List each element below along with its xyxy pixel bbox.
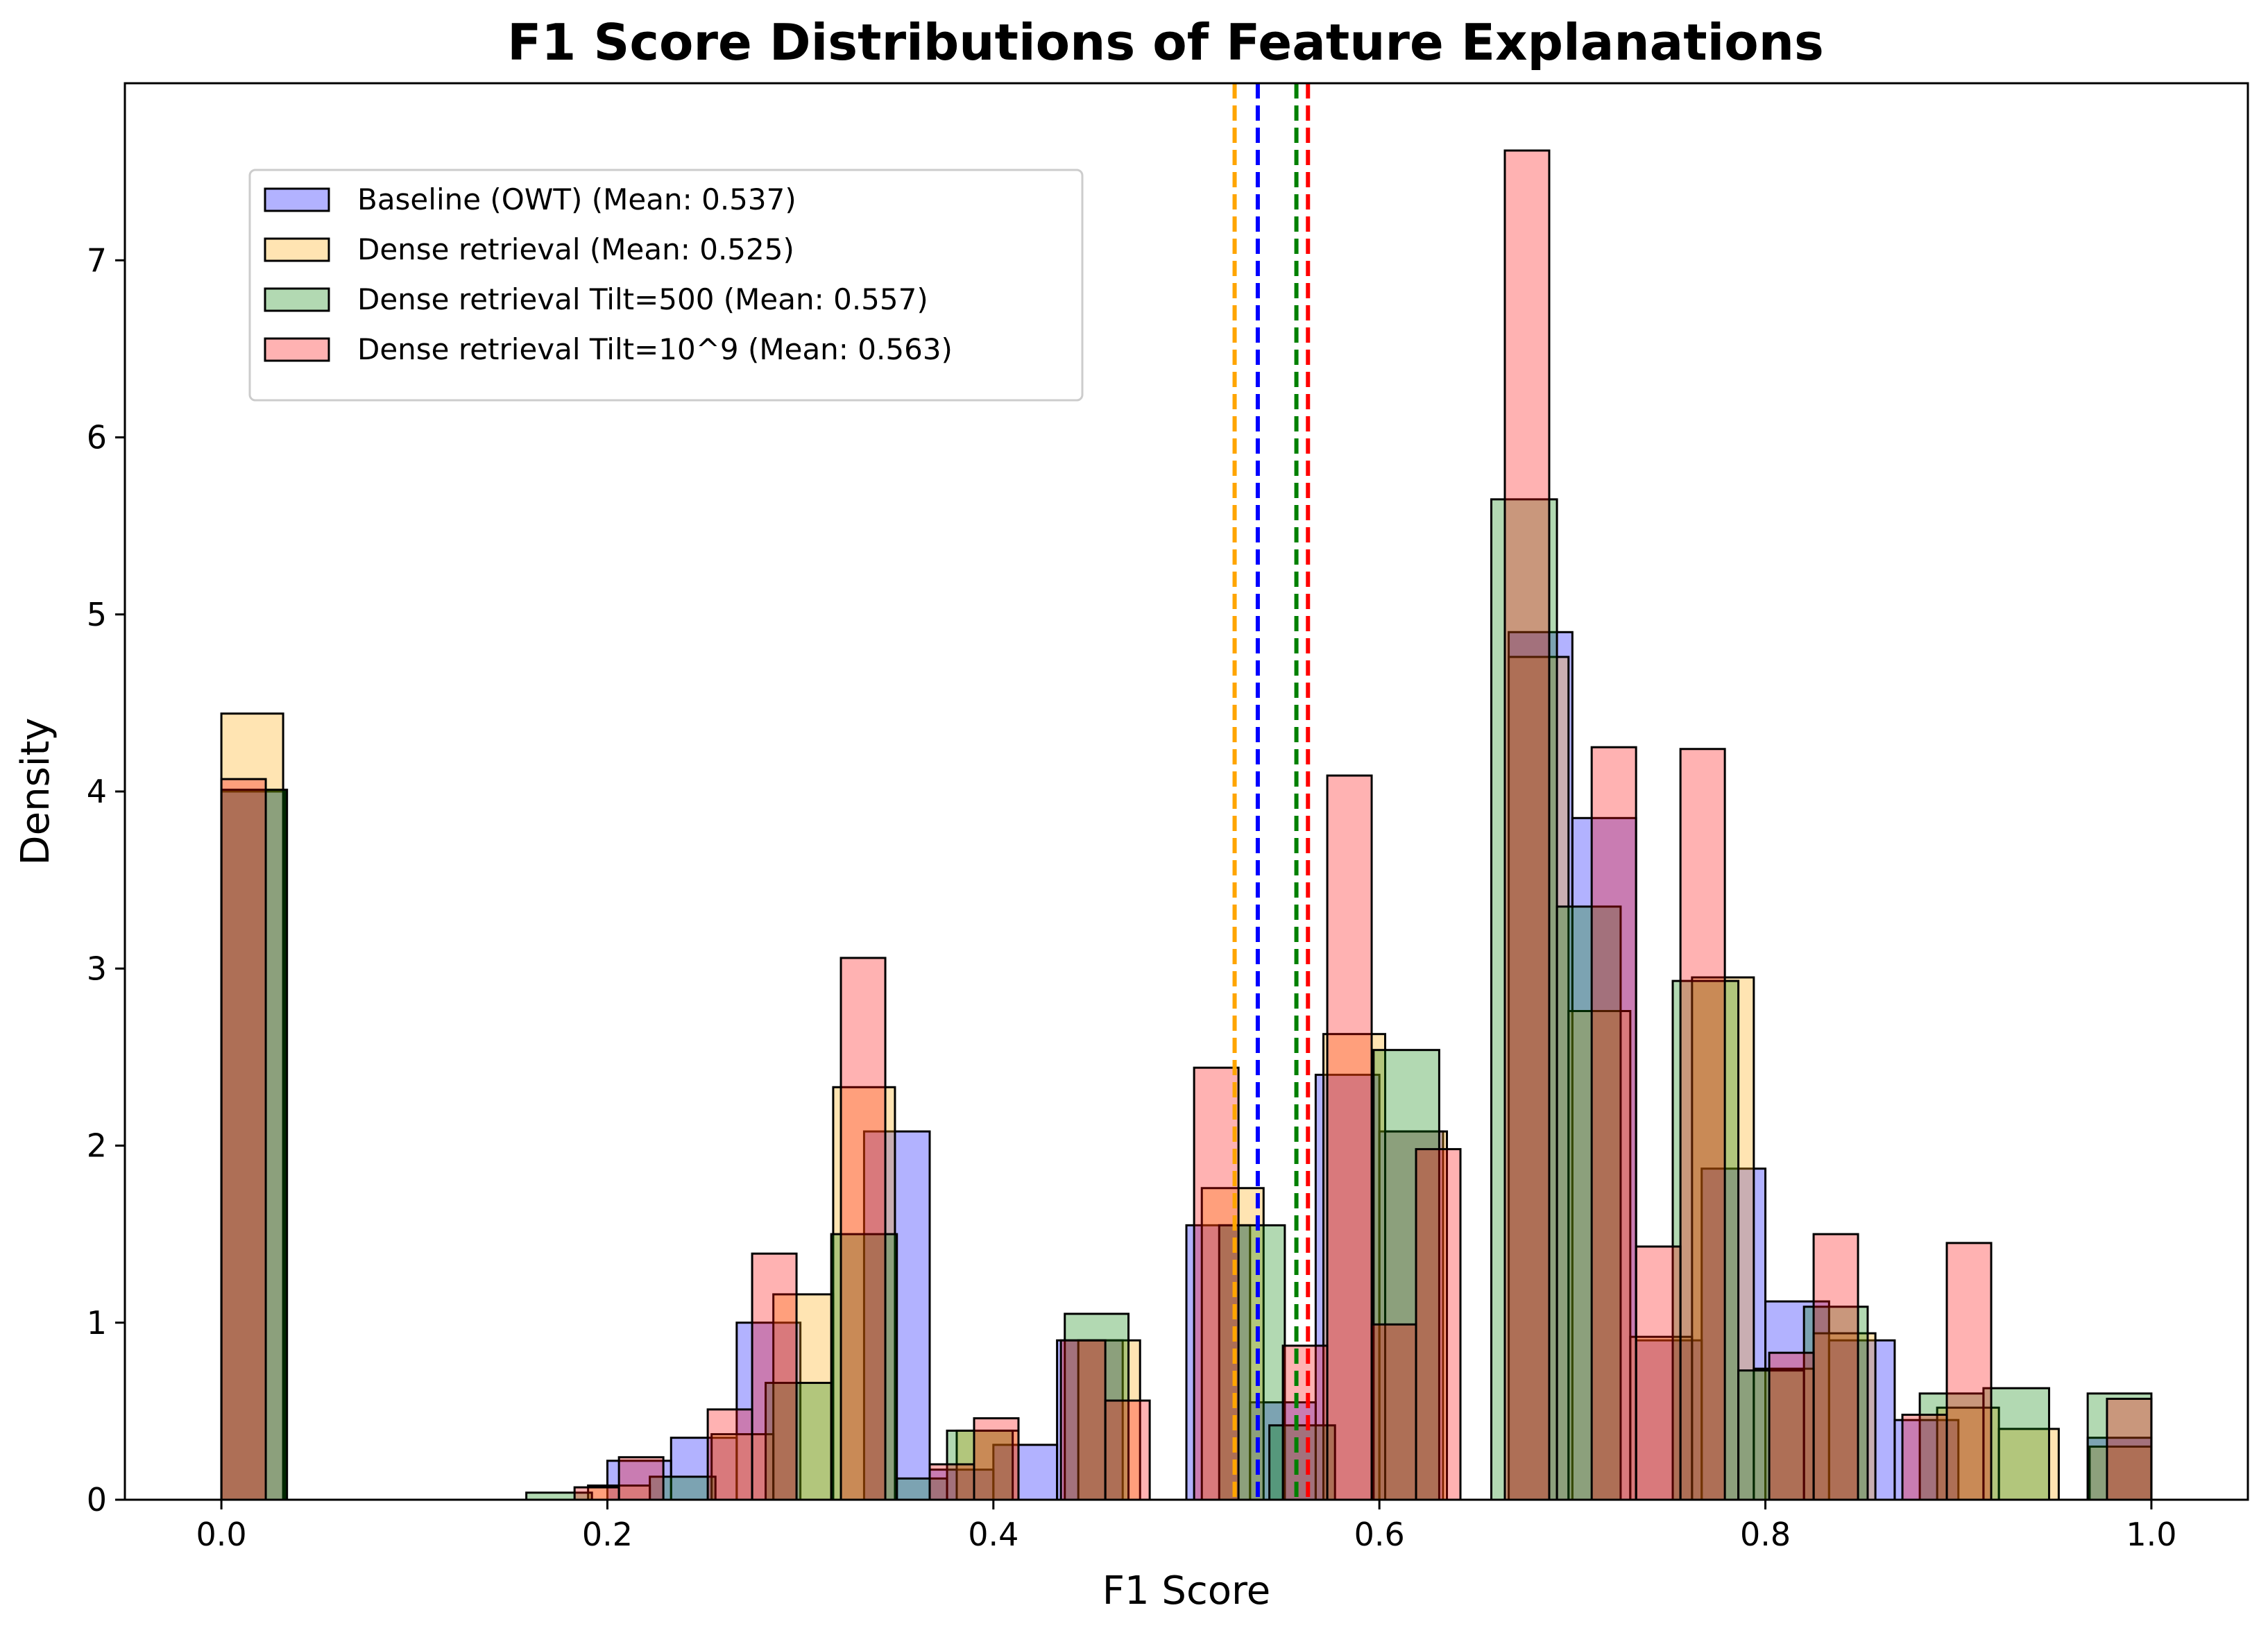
legend-box [248,169,1084,402]
histogram-bar [928,1463,975,1501]
series-4-bars [220,149,2153,1501]
histogram-bar [1326,774,1373,1501]
histogram-bar [928,1469,995,1501]
histogram-bar [1982,1387,2050,1501]
histogram-bar [2106,1398,2153,1501]
histogram-bar [1671,979,1740,1501]
histogram-bar [973,1417,1020,1501]
histogram-bar [1503,149,1551,1501]
series-2-bars [220,656,2153,1501]
x-axis: 0.0 0.2 0.4 0.6 0.8 1.0 [196,1500,2176,1553]
histogram-bar [1490,498,1558,1501]
histogram-bar [839,957,887,1501]
histogram-bar [1281,1344,1329,1501]
histogram-bar [617,1456,665,1501]
histogram-bar [1372,1049,1440,1501]
legend-label: Baseline (OWT) (Mean: 0.537) [357,182,796,216]
x-tick-label: 0.2 [582,1516,633,1553]
histogram-bar [1918,1392,1985,1501]
y-tick-label: 2 [87,1127,107,1165]
histogram-bar [1218,1224,1286,1501]
histogram-bar [1635,1245,1682,1501]
y-axis: 0 1 2 3 4 5 6 7 [87,241,125,1518]
histogram-bar [1508,656,1570,1501]
histogram-bar [1827,1339,1896,1501]
mean-lines-layer [1232,83,1311,1500]
histogram-bar [1812,1233,1859,1501]
histogram-bar [1679,748,1726,1501]
legend: Baseline (OWT) (Mean: 0.537) Dense retrie… [248,169,1084,402]
y-tick-label: 1 [87,1304,107,1342]
histogram-bar [1104,1399,1151,1501]
y-tick-label: 5 [87,596,107,633]
histogram-bar [1768,1351,1815,1501]
legend-label: Dense retrieval Tilt=10^9 (Mean: 0.563) [357,332,953,366]
histogram-bar [1056,1339,1124,1501]
legend-label: Dense retrieval Tilt=500 (Mean: 0.557) [357,282,928,316]
histogram-bar [751,1252,798,1501]
legend-swatch [264,237,330,262]
histogram-bar [1812,1332,1877,1501]
chart-title: F1 Score Distributions of Feature Explan… [507,13,1824,71]
x-tick-label: 0.6 [1354,1516,1405,1553]
histogram-bar [1571,816,1637,1501]
y-tick-label: 7 [87,241,107,279]
legend-label: Dense retrieval (Mean: 0.525) [357,232,794,266]
x-tick-label: 0.4 [968,1516,1018,1553]
series-1-bars [220,631,2153,1501]
legend-swatch [264,187,330,212]
x-tick-label: 1.0 [2126,1516,2176,1553]
legend-swatch [264,287,330,312]
histogram-bar [1764,1300,1830,1501]
histogram-bar [1629,1335,1694,1501]
histogram-bar [220,712,284,1501]
legend-item-dense-retrieval-mean-0-525: Dense retrieval (Mean: 0.525) [264,232,794,266]
histogram-bar [1901,1413,1948,1501]
legend-swatch [264,337,330,362]
histogram-bar [1945,1242,1993,1501]
x-tick-label: 0.8 [1740,1516,1791,1553]
histogram-bar [1322,1033,1387,1501]
histogram-bar [1077,1339,1141,1501]
histogram-bar [220,778,267,1501]
histogram-bar [1508,631,1574,1501]
y-tick-label: 0 [87,1481,107,1518]
histogram-bar [710,1433,775,1501]
histogram-bar [1059,1339,1107,1501]
histogram-bar [573,1486,620,1501]
y-tick-label: 4 [87,773,107,810]
histogram-bar [1370,1323,1417,1501]
x-tick-label: 0.0 [196,1516,247,1553]
histogram-bar [706,1408,753,1501]
legend-item-dense-retrieval-tilt-10-9-mean-0-563: Dense retrieval Tilt=10^9 (Mean: 0.563) [264,332,953,366]
y-tick-label: 6 [87,419,107,456]
histogram-bar [1193,1066,1240,1501]
x-axis-label: F1 Score [1102,1568,1270,1613]
histogram-bar [1064,1312,1130,1501]
legend-item-dense-retrieval-tilt-500-mean-0-557: Dense retrieval Tilt=500 (Mean: 0.557) [264,282,928,316]
histogram-bar [992,1444,1059,1501]
histogram-bar [735,1321,802,1501]
histogram-bar [1737,1369,1805,1501]
histogram-bar [1590,746,1637,1501]
y-tick-label: 3 [87,950,107,987]
y-axis-label: Density [13,718,58,866]
histogram-bar [1691,976,1755,1501]
histogram-bar [1415,1148,1462,1501]
legend-item-baseline-owt-mean-0-537: Baseline (OWT) (Mean: 0.537) [264,182,796,216]
